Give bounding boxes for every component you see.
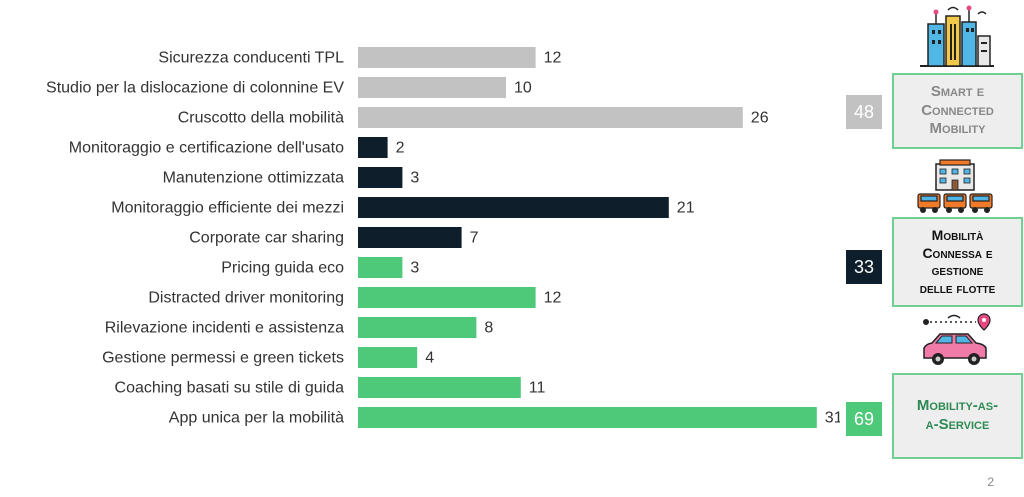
- smart-city-icon: [920, 5, 994, 67]
- category-label: Monitoraggio e certificazione dell'usato: [69, 140, 344, 157]
- bar-value-label: 7: [470, 230, 479, 247]
- bar-value-label: 8: [484, 320, 493, 337]
- bar-value-label: 4: [425, 350, 434, 367]
- group-label-smart-connected: Smart e Connected Mobility: [892, 73, 1023, 149]
- category-label: Pricing guida eco: [221, 260, 344, 277]
- bar-value-label: 3: [410, 170, 419, 187]
- bar: [358, 107, 743, 128]
- bar: [358, 77, 506, 98]
- bar-value-label: 31: [825, 410, 840, 427]
- category-label: Distracted driver monitoring: [148, 290, 344, 307]
- bar-chart: Sicurezza conducenti TPL 12 Studio per la …: [46, 47, 840, 428]
- group-total-fleet: 33: [846, 250, 882, 284]
- bar: [358, 317, 477, 338]
- group-label-fleet: Mobilità Connessa e gestione delle flott…: [892, 217, 1023, 307]
- bar-value-label: 2: [396, 140, 405, 157]
- bar: [358, 167, 403, 188]
- bar: [358, 137, 388, 158]
- bar: [358, 47, 536, 68]
- connected-car-icon: [923, 313, 991, 365]
- category-label: App unica per la mobilità: [169, 410, 344, 427]
- bar-value-label: 10: [514, 80, 532, 97]
- category-label: Coaching basati su stile di guida: [115, 380, 345, 397]
- bar-value-label: 21: [677, 200, 695, 217]
- category-label: Cruscotto della mobilità: [178, 110, 344, 127]
- bar-value-label: 26: [751, 110, 769, 127]
- category-label: Manutenzione ottimizzata: [163, 170, 345, 187]
- group-total-smart-connected: 48: [846, 95, 882, 129]
- bar: [358, 257, 403, 278]
- bar: [358, 197, 669, 218]
- bar-value-label: 11: [529, 380, 546, 397]
- category-label: Studio per la dislocazione di colonnine …: [46, 80, 344, 97]
- bar: [358, 377, 521, 398]
- bar: [358, 407, 817, 428]
- category-label: Sicurezza conducenti TPL: [158, 50, 344, 67]
- bar-value-label: 12: [544, 50, 562, 67]
- page-number: 2: [987, 475, 994, 489]
- category-label: Rilevazione incidenti e assistenza: [105, 320, 344, 337]
- bar-value-label: 12: [544, 290, 562, 307]
- category-label: Gestione permessi e green tickets: [102, 350, 344, 367]
- bar: [358, 287, 536, 308]
- category-label: Monitoraggio efficiente dei mezzi: [111, 200, 344, 217]
- group-label-maas: Mobility-as- a-Service: [892, 373, 1023, 459]
- bar: [358, 227, 462, 248]
- fleet-building-icon: [917, 159, 993, 213]
- bar: [358, 347, 418, 368]
- bar-value-label: 3: [410, 260, 419, 277]
- category-label: Corporate car sharing: [189, 230, 344, 247]
- group-total-maas: 69: [846, 402, 882, 436]
